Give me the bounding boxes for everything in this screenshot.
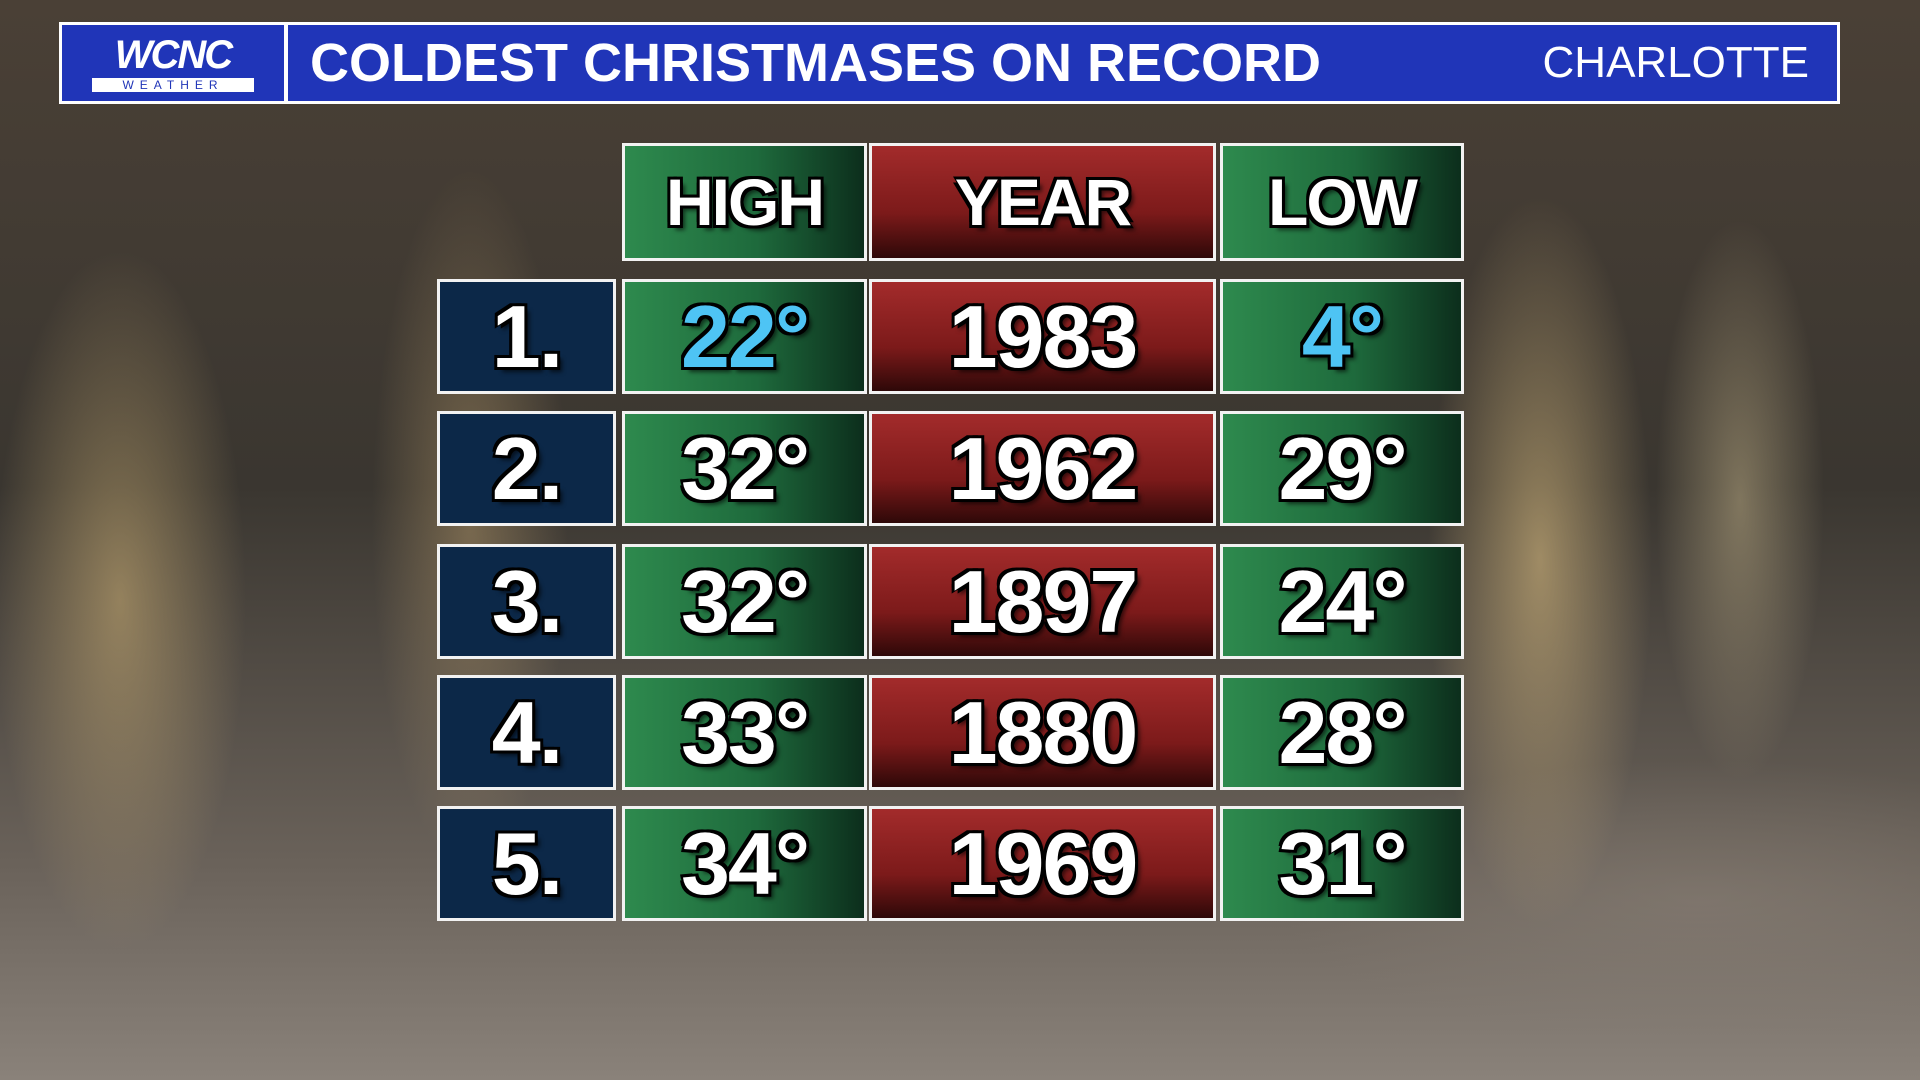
- low-cell: 31°: [1220, 806, 1464, 921]
- rank-cell: 3.: [437, 544, 616, 659]
- low-cell: 4°: [1220, 279, 1464, 394]
- header-bar: WCNC WEATHER COLDEST CHRISTMASES ON RECO…: [59, 22, 1840, 104]
- low-cell: 24°: [1220, 544, 1464, 659]
- year-cell: 1897: [869, 544, 1216, 659]
- title: COLDEST CHRISTMASES ON RECORD: [310, 33, 1322, 93]
- high-cell: 34°: [622, 806, 867, 921]
- column-header: YEAR: [869, 143, 1216, 261]
- year-cell: 1969: [869, 806, 1216, 921]
- rank-cell: 1.: [437, 279, 616, 394]
- rank-cell: 5.: [437, 806, 616, 921]
- location: CHARLOTTE: [1542, 38, 1809, 87]
- high-cell: 33°: [622, 675, 867, 790]
- logo-subtext: WEATHER: [92, 78, 254, 92]
- rank-cell: 4.: [437, 675, 616, 790]
- column-header: HIGH: [622, 143, 867, 261]
- column-header: LOW: [1220, 143, 1464, 261]
- year-cell: 1962: [869, 411, 1216, 526]
- year-cell: 1880: [869, 675, 1216, 790]
- high-cell: 32°: [622, 544, 867, 659]
- rank-cell: 2.: [437, 411, 616, 526]
- low-cell: 28°: [1220, 675, 1464, 790]
- logo: WCNC WEATHER: [62, 25, 288, 101]
- high-cell: 22°: [622, 279, 867, 394]
- logo-text: WCNC: [114, 33, 233, 77]
- high-cell: 32°: [622, 411, 867, 526]
- low-cell: 29°: [1220, 411, 1464, 526]
- year-cell: 1983: [869, 279, 1216, 394]
